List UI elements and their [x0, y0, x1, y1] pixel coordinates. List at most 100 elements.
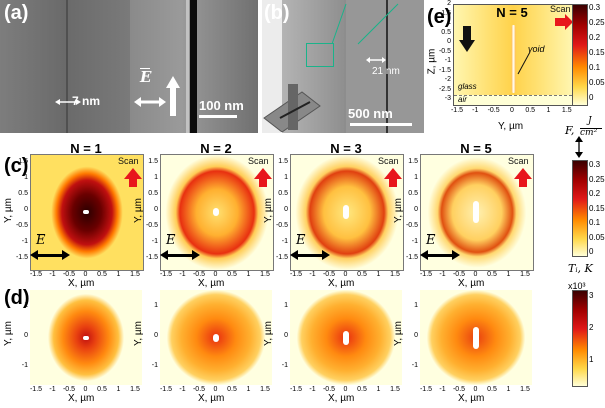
row-d-xtick: 0.5: [227, 386, 237, 393]
row-c-field-arrow-left: [30, 250, 38, 260]
colorbar-top-tick: 0.25: [589, 18, 605, 27]
sem-b-left: [262, 0, 282, 133]
row-c-field-arrow: [164, 254, 194, 257]
row-c-xlabel: X, µm: [328, 278, 355, 289]
colorbar-bot-tick: 2: [589, 323, 594, 332]
colorbar-bot-tick: 3: [589, 291, 594, 300]
row-c-xtick: -1.5: [289, 271, 303, 278]
row-c-void: [213, 207, 219, 216]
colorbar-top-tick: 0.05: [589, 78, 605, 87]
row-c-field-arrow-left: [160, 250, 168, 260]
row-d-xlabel: X, µm: [198, 393, 225, 404]
panel-e-scan-arrow: [555, 14, 573, 30]
row-c-ylabel: Y, µm: [263, 197, 275, 224]
row-d-ytick: -1: [151, 362, 158, 369]
row-d-ytick: -1: [281, 362, 288, 369]
colorbar-mid-tick: 0.2: [589, 189, 601, 198]
row-c-field-label: E: [36, 233, 46, 248]
colorbar-bot-multiplier: x10³: [568, 281, 586, 291]
row-d-ylabel: Y, µm: [133, 320, 145, 347]
row-d-xtick: 1.5: [390, 386, 400, 393]
panel-e-title: N = 5: [496, 5, 528, 20]
row-d-xtick: -1.5: [289, 386, 303, 393]
row-c-ytick: 1: [284, 174, 288, 181]
row-d-xlabel: X, µm: [458, 393, 485, 404]
row-c-field-arrow: [294, 254, 324, 257]
row-d-xtick: -0.5: [62, 386, 76, 393]
zoom-lines-b: [331, 3, 399, 45]
colorbar-mid-F: F,: [565, 124, 575, 137]
row-d-void: [83, 335, 89, 340]
row-c-field-arrow-left: [420, 250, 428, 260]
panel-e-ylabel: Z, µm: [426, 48, 438, 75]
row-d-void: [343, 330, 349, 345]
panel-e-ytick: -0.5: [438, 47, 451, 55]
row-c-xtick: 1.5: [520, 271, 530, 278]
row-c-field-bar: [167, 234, 175, 235]
row-d-xtick: -1: [179, 386, 186, 393]
field-double-arrow-a: [134, 97, 166, 107]
row-d-xtick: 0.5: [487, 386, 497, 393]
colorbar-mid-fracline: [580, 128, 602, 129]
row-d-xtick: -1.5: [159, 386, 173, 393]
panel-e-ytick: -1.5: [438, 66, 451, 74]
row-c-ytick: 1.5: [148, 158, 158, 165]
panel-label-d: (d): [4, 287, 30, 309]
sem-a-thin-line: [66, 0, 68, 133]
colorbar-bot-tick: 1: [589, 355, 594, 364]
row-c-scan-arrow: [254, 168, 272, 179]
scale-text-21nm: 21 nm: [372, 66, 400, 77]
row-d-xtick: -1: [49, 386, 56, 393]
row-c-scan-arrow-stem: [389, 179, 397, 187]
row-c-title: N = 3: [330, 141, 362, 156]
panel-e-ytick: 1: [447, 19, 451, 26]
row-c-scan-arrow-stem: [259, 179, 267, 187]
zoom-box-b: [306, 43, 334, 67]
row-d-ytick: -1: [21, 362, 28, 369]
row-d-xtick: -0.5: [452, 386, 466, 393]
scale-arrow-7nm: [55, 99, 81, 105]
row-d-ytick: 0: [154, 332, 158, 339]
row-c-xtick: 1: [376, 271, 381, 278]
panel-e-ytick: 0.5: [441, 28, 451, 36]
panel-e-xtick: -1.5: [450, 107, 464, 114]
row-c-scan-label: Scan: [118, 156, 139, 166]
row-c-xtick: -0.5: [62, 271, 76, 278]
row-c-field-bar: [427, 234, 435, 235]
row-c-scan-arrow: [514, 168, 532, 179]
row-d-xtick: -0.5: [192, 386, 206, 393]
panel-e-glass-label: glass: [458, 82, 477, 91]
row-c-title: N = 5: [460, 141, 492, 156]
row-c-xtick: -1: [49, 271, 56, 278]
colorbar-mid-tick: 0.25: [589, 174, 605, 184]
row-c-xtick: 0.5: [357, 271, 367, 278]
row-c-ytick: -0.5: [405, 222, 418, 229]
panel-e-xtick: -0.5: [487, 107, 500, 114]
row-d-xtick: 0: [343, 386, 348, 393]
row-d-xtick: 0: [213, 386, 218, 393]
row-d-xtick: -0.5: [322, 386, 336, 393]
panel-e-xtick: 1.5: [561, 107, 572, 114]
colorbar-mid-tick: 0.15: [589, 203, 605, 213]
row-c-field-bar: [297, 234, 305, 235]
row-c-ytick: 0.5: [18, 190, 28, 197]
panel-label-e: (e): [427, 6, 452, 28]
row-c-ytick: -0.5: [145, 222, 158, 229]
scale-bar-500nm: [350, 123, 412, 126]
row-d-ylabel: Y, µm: [3, 320, 15, 347]
colorbar-bot-label: Tᵢ, K: [568, 262, 593, 275]
sem-a-crack: [190, 0, 197, 133]
row-c-ytick: 0.5: [408, 190, 418, 197]
colorbar-mid-tick: 0.3: [589, 160, 601, 169]
panel-e-scan-label: Scan: [550, 4, 571, 14]
row-c-scan-label: Scan: [378, 156, 399, 166]
panel-label-a: (a): [4, 2, 29, 24]
panel-e-ytick: -1: [444, 57, 451, 64]
row-d-ytick: 1: [154, 302, 158, 309]
panel-e-plot: [453, 4, 573, 106]
colorbar-mid-tick: 0.05: [589, 232, 605, 242]
scale-text-7nm: 7 nm: [72, 94, 101, 108]
sem-panel-a: [0, 0, 258, 133]
scale-text-100nm: 100 nm: [199, 98, 244, 113]
row-d-xtick: 0: [473, 386, 478, 393]
